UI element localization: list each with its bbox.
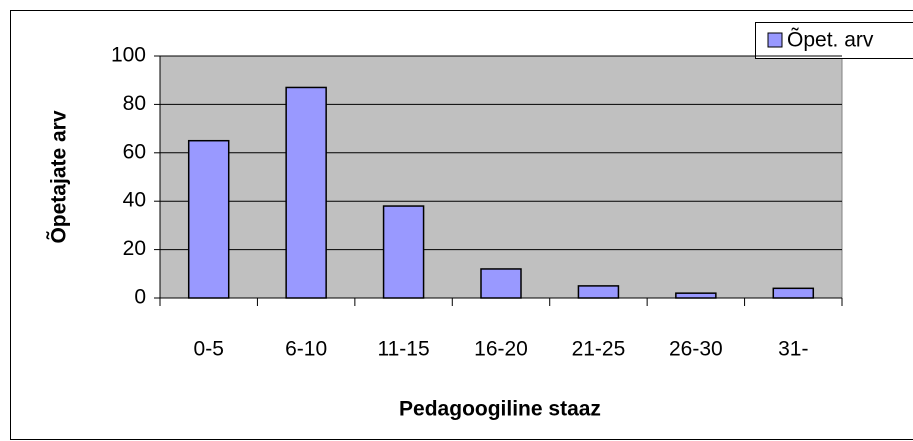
y-tick-label: 100 — [111, 44, 146, 67]
bar — [285, 86, 327, 299]
x-tick-label: 26-30 — [669, 338, 723, 361]
plot-area — [159, 55, 843, 299]
x-tick-label: 21-25 — [572, 338, 626, 361]
y-tick-label: 0 — [134, 286, 146, 309]
bar — [772, 287, 815, 299]
x-tick-label: 11-15 — [377, 338, 429, 361]
legend-label: Õpet. arv — [787, 28, 874, 52]
y-tick-label: 40 — [123, 189, 146, 212]
bar — [675, 292, 717, 299]
y-tick-label: 20 — [123, 237, 146, 260]
bar — [577, 285, 620, 299]
x-tick-label: 0-5 — [194, 338, 224, 361]
x-tick-label: 31- — [778, 338, 808, 361]
y-axis-label: Õpetajate arv — [47, 110, 71, 243]
y-tick-label: 80 — [123, 92, 146, 115]
x-tick-label: 16-20 — [474, 338, 528, 361]
bar — [480, 268, 522, 299]
bar — [382, 205, 425, 299]
x-tick-label: 6-10 — [285, 338, 327, 361]
y-tick-label: 60 — [123, 140, 146, 163]
x-axis-label: Pedagoogiline staaz — [399, 398, 601, 421]
bar — [187, 139, 230, 299]
legend-swatch — [767, 32, 783, 48]
